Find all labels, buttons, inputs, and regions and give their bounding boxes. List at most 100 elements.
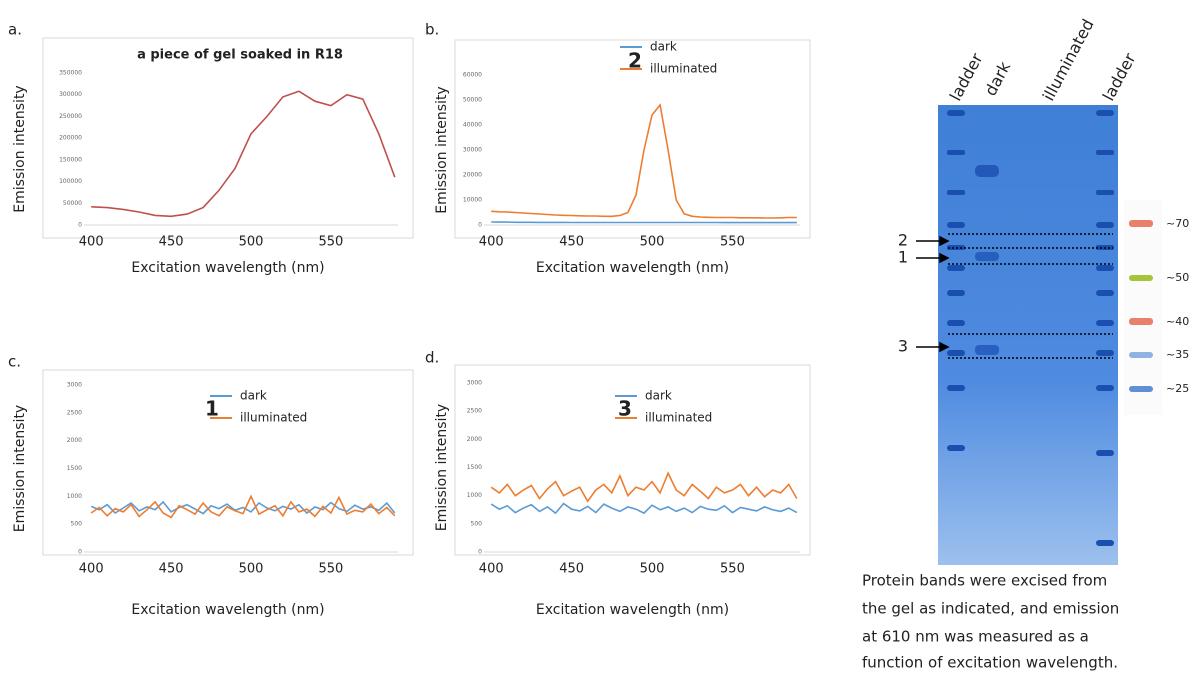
gel-body [938, 105, 1118, 565]
y-tick-label: 200000 [59, 135, 82, 142]
x-tick-label: 500 [239, 562, 264, 577]
x-tick-label: 500 [640, 562, 665, 577]
y-tick-label: 300000 [59, 91, 82, 98]
x-tick-label: 400 [479, 235, 504, 250]
x-tick-label: 500 [640, 235, 665, 250]
band-label: 3 [898, 337, 908, 356]
x-tick-label: 450 [559, 235, 584, 250]
series-line [90, 500, 396, 515]
y-tick-label: 60000 [463, 72, 482, 79]
chart-frame [42, 369, 414, 556]
caption-line: at 610 nm was measured as a [862, 628, 1089, 646]
y-tick-label: 500 [71, 521, 83, 528]
panel-label: c. [8, 353, 21, 371]
y-tick-label: 2500 [467, 408, 482, 415]
marker-strip [1124, 200, 1162, 415]
legend-label: dark [240, 389, 267, 403]
chart-frame [454, 39, 811, 239]
y-tick-label: 50000 [463, 97, 482, 104]
y-tick-label: 0 [478, 549, 482, 556]
lane-label: ladder [1099, 50, 1140, 104]
y-tick-label: 0 [78, 222, 82, 229]
series-line [491, 221, 797, 224]
panel-label: b. [425, 21, 439, 39]
marker-label: ~50 [1166, 271, 1189, 284]
legend-label: dark [645, 389, 672, 403]
x-tick-label: 550 [318, 562, 343, 577]
y-tick-label: 0 [478, 222, 482, 229]
x-axis-title: Excitation wavelength (nm) [536, 602, 729, 618]
y-tick-label: 10000 [463, 197, 482, 204]
x-tick-label: 400 [79, 562, 104, 577]
marker-label: ~40 [1166, 315, 1189, 328]
chart-frame [42, 37, 414, 239]
x-axis-title: Excitation wavelength (nm) [131, 260, 324, 276]
y-tick-label: 2500 [67, 409, 82, 416]
chart-title: a piece of gel soaked in R18 [137, 48, 343, 63]
legend-label: illuminated [650, 62, 717, 76]
x-axis-title: Excitation wavelength (nm) [536, 260, 729, 276]
series-line [490, 502, 798, 515]
x-tick-label: 500 [239, 235, 264, 250]
y-tick-label: 250000 [59, 113, 82, 120]
chart-frame [454, 364, 811, 556]
y-tick-label: 500 [471, 520, 483, 527]
annotation: 2 [628, 49, 642, 73]
x-tick-label: 550 [720, 235, 745, 250]
y-tick-label: 1000 [67, 493, 82, 500]
y-axis-title: Emission intensity [12, 405, 28, 532]
panel-label: d. [425, 349, 439, 367]
y-tick-label: 1500 [467, 464, 482, 471]
y-tick-label: 100000 [59, 178, 82, 185]
y-tick-label: 40000 [463, 122, 482, 129]
y-tick-label: 1000 [467, 492, 482, 499]
x-tick-label: 550 [318, 235, 343, 250]
y-tick-label: 30000 [463, 147, 482, 154]
series-line [491, 103, 797, 219]
marker-label: ~35 [1166, 348, 1189, 361]
caption-line: Protein bands were excised from [862, 572, 1107, 590]
y-axis-title: Emission intensity [434, 86, 450, 213]
x-tick-label: 450 [559, 562, 584, 577]
y-tick-label: 3000 [67, 382, 82, 389]
band-label: 1 [898, 248, 908, 267]
x-tick-label: 550 [720, 562, 745, 577]
y-tick-label: 150000 [59, 156, 82, 163]
lane-label: dark [981, 58, 1015, 99]
ladder-bands [947, 110, 1114, 546]
y-tick-label: 3000 [467, 380, 482, 387]
y-tick-label: 50000 [63, 200, 82, 207]
marker-label: ~70 [1166, 217, 1189, 230]
y-tick-label: 350000 [59, 70, 82, 77]
legend-label: illuminated [645, 411, 712, 425]
annotation: 1 [205, 397, 219, 421]
y-axis-title: Emission intensity [434, 404, 450, 531]
x-tick-label: 450 [159, 235, 184, 250]
y-tick-label: 2000 [67, 437, 82, 444]
x-tick-label: 400 [479, 562, 504, 577]
legend-label: illuminated [240, 411, 307, 425]
marker-label: ~25 [1166, 382, 1189, 395]
marker-bands [1129, 220, 1153, 392]
y-tick-label: 0 [78, 549, 82, 556]
caption-line: the gel as indicated, and emission [862, 600, 1119, 618]
series-line [91, 90, 396, 218]
band-label: 2 [898, 231, 908, 250]
caption-line: function of excitation wavelength. [862, 654, 1118, 672]
y-tick-label: 20000 [463, 172, 482, 179]
y-tick-label: 1500 [67, 465, 82, 472]
annotation: 3 [618, 397, 632, 421]
y-tick-label: 2000 [467, 436, 482, 443]
y-axis-title: Emission intensity [12, 85, 28, 212]
legend-label: dark [650, 40, 677, 54]
arrows [916, 235, 950, 353]
series-line [90, 494, 396, 519]
x-tick-label: 400 [79, 235, 104, 250]
panel-label: a. [8, 21, 22, 39]
x-axis-title: Excitation wavelength (nm) [131, 602, 324, 618]
x-tick-label: 450 [159, 562, 184, 577]
lane-label: illuminated [1039, 16, 1098, 104]
series-line [490, 471, 798, 503]
